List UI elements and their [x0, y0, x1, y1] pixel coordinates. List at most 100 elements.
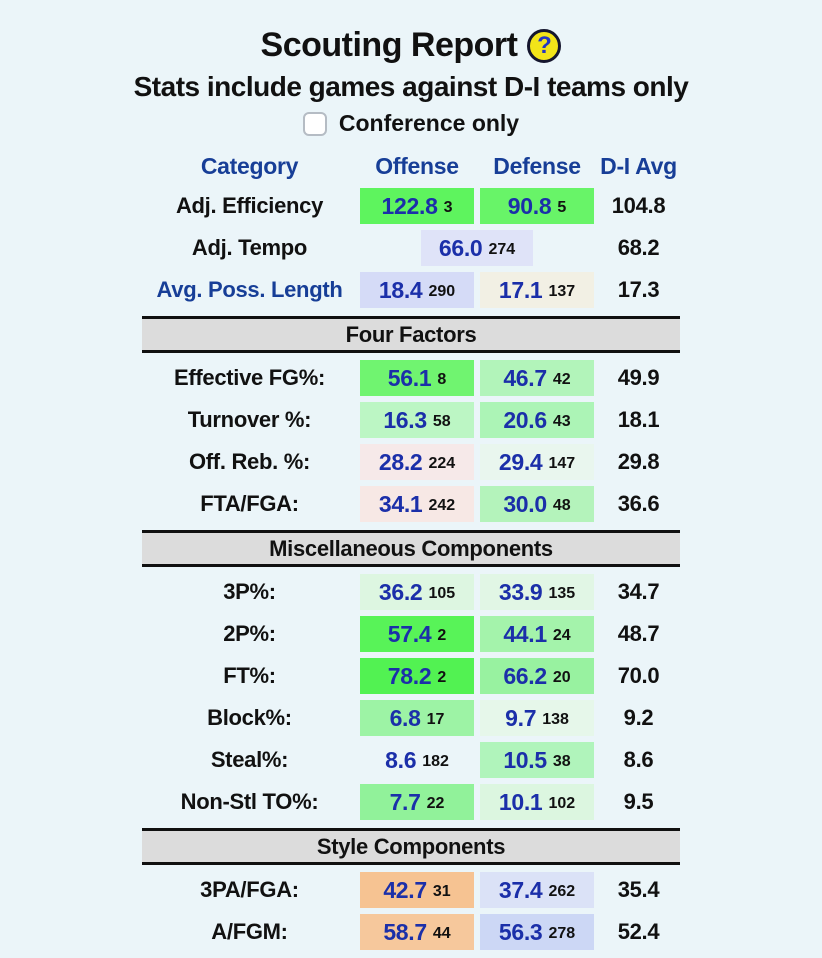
di-avg-value: 70.0: [617, 663, 660, 688]
defense-rank: 42: [552, 370, 571, 388]
page-subtitle: Stats include games against D-I teams on…: [133, 71, 689, 102]
defense-rank: 48: [552, 496, 571, 514]
offense-stat-box: 36.2 105: [360, 574, 474, 610]
offense-value: 8.6: [385, 746, 417, 773]
table-row: Steal%: 8.6 182 10.5 38 8.6: [142, 739, 680, 781]
report-table-body: Adj. Efficiency 122.8 3 90.8 5 104.8 Adj. Temp…: [142, 185, 680, 953]
di-avg-value: 36.6: [617, 491, 660, 516]
table-row: Non-Stl TO%: 7.7 22 10.1 102 9.5: [142, 781, 680, 823]
row-label-link[interactable]: Avg. Poss. Length: [156, 277, 343, 302]
offense-value: 34.1: [378, 490, 423, 517]
defense-rank: 278: [548, 924, 576, 942]
table-row: Avg. Poss. Length 18.4 290 17.1 137 17.3: [142, 269, 680, 311]
offense-rank: 31: [432, 882, 451, 900]
defense-rank: 137: [548, 282, 576, 300]
defense-cell: 33.9 135: [477, 571, 597, 613]
offense-cell: 42.7 31: [357, 869, 477, 911]
defense-stat-box: 30.0 48: [480, 486, 594, 522]
defense-value: 56.3: [498, 918, 543, 945]
row-label: Off. Reb. %:: [188, 449, 311, 474]
column-header-defense: Defense: [493, 152, 581, 179]
table-row: Turnover %: 16.3 58 20.6 43 18.1: [142, 399, 680, 441]
table-row: 2P%: 57.4 2 44.1 24 48.7: [142, 613, 680, 655]
offense-rank: 242: [428, 496, 456, 514]
defense-cell: 46.7 42: [477, 357, 597, 399]
offense-stat-box: 18.4 290: [360, 272, 474, 308]
defense-rank: 43: [552, 412, 571, 430]
defense-rank: 138: [542, 710, 569, 728]
table-row: Adj. Tempo 66.0 274 68.2: [142, 227, 680, 269]
offense-value: 56.1: [387, 364, 432, 391]
defense-value: 33.9: [498, 578, 543, 605]
defense-value: 66.2: [503, 662, 547, 689]
offense-cell: 28.2 224: [357, 441, 477, 483]
row-label: Effective FG%:: [173, 365, 326, 390]
table-row: 3P%: 36.2 105 33.9 135 34.7: [142, 571, 680, 613]
offense-rank: 44: [432, 924, 451, 942]
di-avg-value: 17.3: [617, 277, 660, 302]
defense-value: 17.1: [498, 276, 543, 303]
column-header-category: Category: [200, 152, 299, 179]
offense-stat-box: 28.2 224: [360, 444, 474, 480]
offense-rank: 2: [437, 668, 447, 686]
row-label: 3PA/FGA:: [200, 877, 299, 902]
offense-value: 58.7: [383, 918, 427, 945]
conference-only-checkbox[interactable]: [302, 111, 327, 136]
offense-stat-box: 6.8 17: [360, 700, 474, 736]
defense-stat-box: 10.5 38: [480, 742, 594, 778]
offense-stat-box: 78.2 2: [360, 658, 474, 694]
offense-stat-box: 8.6 182: [360, 742, 474, 778]
di-avg-value: 52.4: [617, 919, 660, 944]
offense-stat-box: 16.3 58: [360, 402, 474, 438]
offense-stat-box: 57.4 2: [360, 616, 474, 652]
defense-stat-box: 66.2 20: [480, 658, 594, 694]
offense-value: 122.8: [381, 192, 438, 219]
defense-value: 9.7: [505, 704, 537, 731]
offense-cell: 8.6 182: [357, 739, 477, 781]
defense-value: 10.1: [498, 788, 543, 815]
offense-cell: 34.1 242: [357, 483, 477, 525]
defense-cell: 30.0 48: [477, 483, 597, 525]
offense-rank: 2: [437, 626, 447, 644]
di-avg-value: 68.2: [617, 235, 660, 260]
offense-rank: 182: [422, 752, 449, 770]
offense-rank: 22: [426, 794, 445, 812]
table-row: 3PA/FGA: 42.7 31 37.4 262 35.4: [142, 869, 680, 911]
defense-stat-box: 9.7 138: [480, 700, 594, 736]
di-avg-value: 48.7: [617, 621, 660, 646]
defense-stat-box: 90.8 5: [480, 188, 594, 224]
offense-stat-box: 58.7 44: [360, 914, 474, 950]
offense-value: 28.2: [378, 448, 423, 475]
table-row: FTA/FGA: 34.1 242 30.0 48 36.6: [142, 483, 680, 525]
defense-stat-box: 46.7 42: [480, 360, 594, 396]
offense-rank: 8: [437, 370, 447, 388]
row-label: A/FGM:: [211, 919, 288, 944]
offense-stat-box: 56.1 8: [360, 360, 474, 396]
defense-rank: 5: [557, 198, 567, 216]
page-title: Scouting Report: [260, 26, 518, 64]
di-avg-value: 29.8: [617, 449, 660, 474]
defense-value: 46.7: [503, 364, 547, 391]
defense-stat-box: 20.6 43: [480, 402, 594, 438]
offense-value: 6.8: [389, 704, 421, 731]
defense-rank: 20: [552, 668, 571, 686]
offense-rank: 58: [432, 412, 451, 430]
offense-rank: 3: [443, 198, 453, 216]
row-label: Non-Stl TO%:: [180, 789, 319, 814]
column-header-avg: D-I Avg: [600, 152, 677, 179]
di-avg-value: 8.6: [623, 747, 654, 772]
defense-cell: 90.8 5: [477, 185, 597, 227]
scouting-report-table: Category Offense Defense D-I Avg Adj. Ef…: [142, 147, 680, 953]
offense-cell: 36.2 105: [357, 571, 477, 613]
defense-cell: 29.4 147: [477, 441, 597, 483]
offense-cell: 56.1 8: [357, 357, 477, 399]
di-avg-value: 18.1: [617, 407, 660, 432]
offense-value: 36.2: [378, 578, 423, 605]
defense-stat-box: 44.1 24: [480, 616, 594, 652]
defense-stat-box: 10.1 102: [480, 784, 594, 820]
help-question-icon[interactable]: ?: [527, 28, 562, 63]
column-header-offense: Offense: [375, 152, 459, 179]
row-label: FTA/FGA:: [200, 491, 299, 516]
offense-cell: 6.8 17: [357, 697, 477, 739]
